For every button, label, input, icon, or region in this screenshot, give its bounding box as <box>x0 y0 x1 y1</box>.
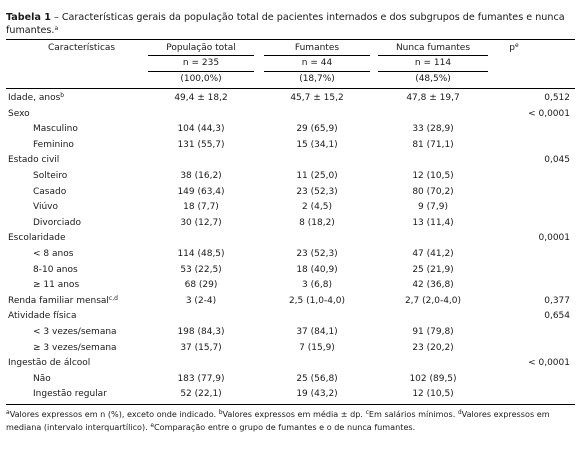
row-value: 2,7 (2,0-4,0) <box>404 295 462 306</box>
table-caption-text: – Características gerais da população to… <box>6 12 565 36</box>
row-value: 52 (22,1) <box>180 389 222 400</box>
header-total-title: População total <box>166 43 236 53</box>
row-value: 23 (52,3) <box>296 249 338 259</box>
row-value: 7 (15,9) <box>299 342 335 353</box>
row-value: 15 (34,1) <box>296 139 338 150</box>
row-value: 42 (36,8) <box>412 280 454 291</box>
row-value: 29 (65,9) <box>296 124 338 135</box>
row-value: 11 (25,0) <box>296 171 338 181</box>
row-value: 45,7 ± 15,2 <box>290 93 344 103</box>
header-total-pct: (100,0%) <box>180 74 222 84</box>
header-smokers-pct: (18,7%) <box>299 74 335 84</box>
row-value: 25 (21,9) <box>412 264 454 275</box>
header-rule <box>6 88 575 89</box>
row-value: 12 (10,5) <box>412 389 454 400</box>
header-total-underline-2 <box>148 71 254 72</box>
table-caption-label: Tabela 1 <box>6 12 51 23</box>
row-p-value: 0,0001 <box>538 233 571 244</box>
row-p-value: 0,377 <box>544 295 570 306</box>
row-label: Renda familiar mensalc,d <box>8 294 118 306</box>
row-label: Divorciado <box>33 217 81 228</box>
row-value: 81 (71,1) <box>412 139 454 150</box>
row-value: 3 (6,8) <box>302 280 332 291</box>
header-total-n: n = 235 <box>182 58 220 68</box>
row-label: Viúvo <box>33 202 58 213</box>
row-label: Feminino <box>33 139 74 150</box>
header-never-title: Nunca fumantes <box>395 43 471 53</box>
row-value: 2,5 (1,0-4,0) <box>288 295 346 306</box>
row-value: 53 (22,5) <box>180 264 222 275</box>
row-value: 25 (56,8) <box>296 373 338 384</box>
row-p-value: < 0,0001 <box>528 108 570 119</box>
row-label: Solteiro <box>33 171 68 181</box>
row-value: 3 (2-4) <box>185 295 217 306</box>
header-characteristics: Características <box>48 43 116 53</box>
row-p-value: 0,654 <box>544 311 570 322</box>
row-label: Estado civil <box>8 155 60 166</box>
row-value: 18 (40,9) <box>296 264 338 275</box>
row-label: Não <box>33 373 51 384</box>
row-label: 8-10 anos <box>33 264 78 275</box>
header-never-underline <box>378 55 488 56</box>
table-caption-sup: a <box>54 25 59 32</box>
header-total-underline <box>148 55 254 56</box>
row-label: < 3 vezes/semana <box>33 327 117 337</box>
row-value: 37 (84,1) <box>296 327 338 337</box>
row-value: 91 (79,8) <box>412 327 454 337</box>
header-smokers-n: n = 44 <box>301 58 333 68</box>
header-never-pct: (48,5%) <box>415 74 451 84</box>
row-label: Ingestão de álcool <box>8 358 91 369</box>
header-smokers-title: Fumantes <box>294 43 340 53</box>
header-smokers-underline <box>264 55 370 56</box>
row-label: Sexo <box>8 108 30 119</box>
header-smokers-underline-2 <box>264 71 370 72</box>
row-label: Idade, anosb <box>8 92 65 104</box>
row-value: 19 (43,2) <box>296 389 338 400</box>
row-value: 33 (28,9) <box>412 124 454 135</box>
row-value: 68 (29) <box>184 280 218 291</box>
table-footnote: aValores expressos em n (%), exceto onde… <box>6 409 550 432</box>
table-caption: Tabela 1 – Características gerais da pop… <box>6 11 575 37</box>
row-value: 49,4 ± 18,2 <box>174 93 228 103</box>
row-value: 198 (84,3) <box>177 327 225 337</box>
header-p: pe <box>509 42 519 54</box>
row-value: 18 (7,7) <box>183 202 219 213</box>
row-value: 104 (44,3) <box>177 124 225 135</box>
header-never-n: n = 114 <box>414 58 452 68</box>
row-value: 47,8 ± 19,7 <box>406 93 460 103</box>
row-value: 131 (55,7) <box>177 139 225 150</box>
row-value: 38 (16,2) <box>180 171 222 181</box>
row-value: 37 (15,7) <box>180 342 222 353</box>
row-label: Casado <box>33 186 67 197</box>
row-p-value: 0,045 <box>544 155 570 166</box>
row-value: 80 (70,2) <box>412 186 454 197</box>
row-value: 114 (48,5) <box>177 249 225 259</box>
row-value: 9 (7,9) <box>418 202 448 213</box>
row-label: Escolaridade <box>8 233 66 244</box>
row-label: Ingestão regular <box>33 389 107 400</box>
row-label: < 8 anos <box>33 249 74 259</box>
row-p-value: 0,512 <box>544 93 570 103</box>
header-never-underline-2 <box>378 71 488 72</box>
row-value: 8 (18,2) <box>299 217 335 228</box>
top-rule <box>6 39 575 41</box>
row-value: 102 (89,5) <box>409 373 457 384</box>
row-value: 13 (11,4) <box>412 217 454 228</box>
row-p-value: < 0,0001 <box>528 358 570 369</box>
row-label: Masculino <box>33 124 78 135</box>
row-value: 183 (77,9) <box>177 373 225 384</box>
bottom-rule <box>6 404 575 406</box>
row-label: ≥ 3 vezes/semana <box>33 342 117 353</box>
row-value: 149 (63,4) <box>177 186 225 197</box>
row-label: Atividade física <box>8 311 77 322</box>
row-value: 2 (4,5) <box>302 202 332 213</box>
row-value: 47 (41,2) <box>412 249 454 259</box>
row-label: ≥ 11 anos <box>33 280 80 291</box>
row-value: 12 (10,5) <box>412 171 454 181</box>
row-value: 23 (52,3) <box>296 186 338 197</box>
row-value: 23 (20,2) <box>412 342 454 353</box>
row-value: 30 (12,7) <box>180 217 222 228</box>
